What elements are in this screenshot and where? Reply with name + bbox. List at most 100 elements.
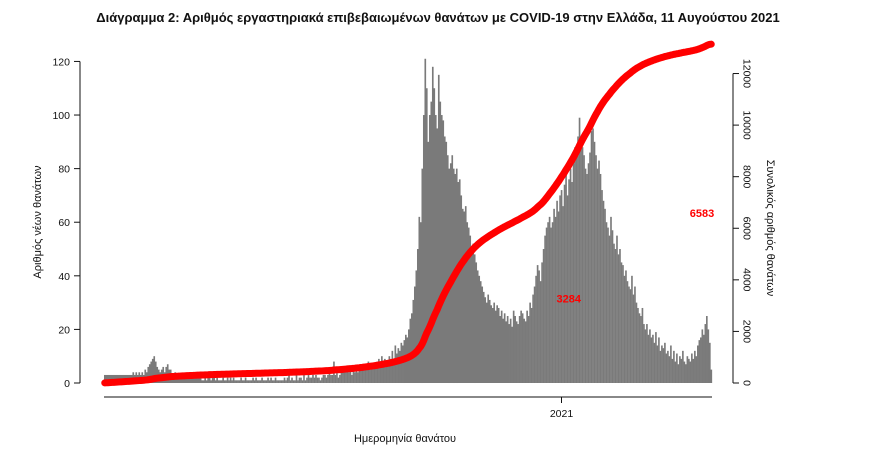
daily-bar <box>709 342 711 383</box>
daily-bar <box>247 380 250 383</box>
daily-bar <box>387 361 389 383</box>
daily-bar <box>205 380 208 383</box>
daily-bar <box>204 374 206 383</box>
daily-bar <box>222 377 224 383</box>
daily-bar <box>494 310 497 383</box>
daily-bar <box>470 249 473 383</box>
daily-bar <box>586 173 588 383</box>
y-axis-right-label: Συνολικός αριθμός θανάτων <box>764 159 776 297</box>
daily-bar <box>237 380 239 383</box>
daily-bar <box>568 179 570 383</box>
daily-bar <box>199 374 202 383</box>
daily-bar <box>349 369 352 383</box>
daily-bar <box>289 380 292 383</box>
daily-bar <box>273 380 275 383</box>
daily-bar <box>283 377 286 383</box>
daily-bar <box>381 356 383 383</box>
daily-bar <box>536 265 539 383</box>
daily-bar <box>421 168 424 384</box>
daily-bar <box>351 374 353 383</box>
daily-bar <box>538 270 540 383</box>
daily-bar <box>607 227 609 383</box>
daily-bar <box>355 366 358 383</box>
daily-bar <box>611 230 614 383</box>
daily-bar <box>264 380 266 383</box>
daily-bar <box>535 275 537 383</box>
daily-bar <box>691 353 693 383</box>
daily-bar <box>463 211 466 383</box>
daily-bar <box>358 369 361 383</box>
daily-bar <box>328 372 331 383</box>
daily-bar <box>692 358 695 383</box>
daily-bar <box>343 369 346 383</box>
cumulative-labels: 3284658313138 <box>556 208 714 305</box>
daily-bar <box>673 350 675 383</box>
daily-bar <box>485 302 488 383</box>
daily-bar <box>151 358 154 383</box>
daily-bar <box>487 294 490 383</box>
daily-bar <box>399 350 401 383</box>
cumulative-value-label: 3284 <box>556 293 581 305</box>
daily-bar <box>620 262 623 383</box>
daily-bar <box>467 227 470 383</box>
daily-bar <box>635 302 638 383</box>
daily-bar <box>291 377 293 383</box>
y-right-tick-label: 0 <box>740 380 752 386</box>
daily-bar <box>652 334 654 383</box>
daily-bar <box>649 329 651 383</box>
daily-bar <box>625 270 627 383</box>
daily-bar <box>655 332 657 383</box>
daily-bar <box>698 340 701 384</box>
daily-bar <box>354 372 356 383</box>
daily-bar <box>397 348 400 383</box>
daily-bar <box>449 163 452 383</box>
daily-bar <box>562 206 564 383</box>
daily-bar <box>656 345 659 383</box>
daily-bar <box>499 316 501 383</box>
daily-bar <box>216 377 218 383</box>
daily-bar <box>526 310 528 383</box>
daily-bar <box>551 222 554 383</box>
daily-bar <box>571 182 573 383</box>
daily-bar <box>276 380 278 383</box>
daily-bar <box>211 377 214 383</box>
daily-bar <box>578 117 581 384</box>
daily-bar <box>367 361 370 383</box>
daily-bar <box>207 377 209 383</box>
daily-bar <box>144 369 147 383</box>
daily-bar <box>431 66 434 384</box>
daily-bar <box>445 141 448 383</box>
y-right-tick-label: 8000 <box>740 165 752 189</box>
daily-bar <box>614 249 617 383</box>
daily-bar <box>428 115 431 383</box>
daily-bar <box>581 147 584 383</box>
daily-bar <box>478 275 481 383</box>
daily-bar <box>523 318 525 383</box>
daily-bar <box>274 377 277 383</box>
daily-bar <box>565 173 567 383</box>
daily-bar <box>461 208 464 383</box>
daily-bar <box>342 372 344 383</box>
daily-bar <box>256 380 259 383</box>
daily-bar <box>352 369 355 383</box>
daily-bar <box>476 270 479 383</box>
daily-bar <box>340 372 343 383</box>
daily-bar <box>472 243 475 383</box>
daily-bar <box>553 208 555 383</box>
daily-bar <box>667 350 669 383</box>
daily-bar <box>147 366 150 383</box>
y-right-tick-label: 2000 <box>740 320 752 344</box>
daily-bar <box>601 190 603 383</box>
daily-bar <box>181 377 184 383</box>
daily-bar <box>232 377 235 383</box>
daily-bar <box>647 334 650 383</box>
daily-bar <box>664 342 666 383</box>
y-right-tick-label: 12000 <box>740 59 752 88</box>
daily-bar <box>473 254 476 384</box>
daily-bar <box>683 361 686 383</box>
daily-bar <box>336 372 338 383</box>
daily-bar <box>246 380 248 383</box>
daily-bar <box>412 299 415 383</box>
daily-bar <box>153 356 156 383</box>
daily-bar <box>220 380 223 383</box>
